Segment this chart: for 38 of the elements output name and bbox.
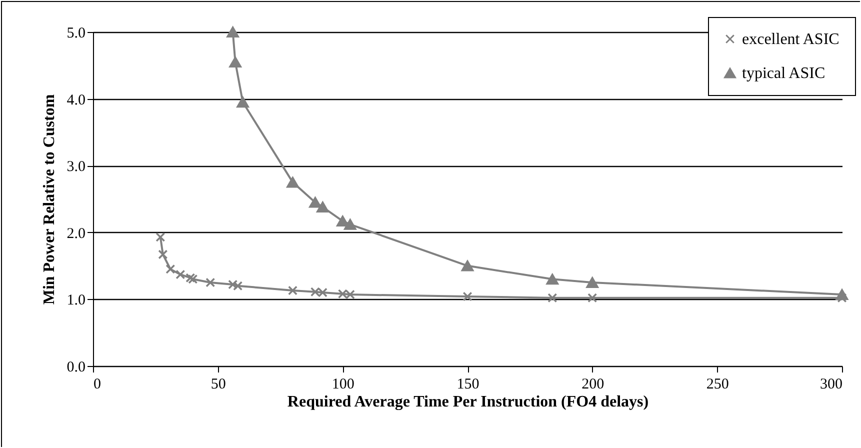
point: [588, 293, 598, 303]
point: [316, 202, 329, 212]
point: [462, 292, 472, 302]
point: [546, 274, 559, 285]
y-tick-label: 4.0: [66, 92, 86, 108]
x-tick-label: 150: [456, 376, 480, 392]
legend-label: typical ASIC: [742, 65, 826, 82]
point: [288, 286, 298, 296]
y-tick-label: 2.0: [66, 226, 86, 242]
y-tick-label: 1.0: [66, 292, 86, 309]
point: [176, 270, 186, 280]
point: [166, 264, 176, 274]
point: [309, 196, 322, 208]
y-tick-label: 3.0: [66, 159, 86, 176]
point: [226, 26, 239, 38]
x-axis-title: Required Average Time Per Instruction (FO4 delays): [287, 394, 649, 410]
x-tick-label: 200: [582, 376, 604, 392]
y-tick-label: 5.0: [66, 26, 86, 42]
x-tick-label: 250: [706, 376, 729, 392]
point: [236, 96, 249, 108]
point: [586, 277, 598, 288]
y-axis-title: Min Power Relative to Custom: [40, 94, 58, 305]
point: [344, 218, 356, 230]
point: [158, 250, 168, 260]
legend-label: excellent ASIC: [742, 31, 840, 48]
point: [156, 232, 166, 242]
point: [206, 278, 216, 288]
point: [548, 293, 558, 303]
y-tick-label: 0.0: [66, 360, 86, 376]
point: [188, 274, 198, 284]
x-tick-label: 50: [210, 376, 226, 392]
x-tick-label: 100: [332, 376, 354, 392]
point: [229, 56, 242, 68]
x-tick-label: 300: [820, 376, 842, 392]
point: [461, 260, 474, 272]
x-tick-label: 0: [94, 376, 101, 392]
point: [286, 176, 299, 188]
point: [186, 273, 196, 283]
